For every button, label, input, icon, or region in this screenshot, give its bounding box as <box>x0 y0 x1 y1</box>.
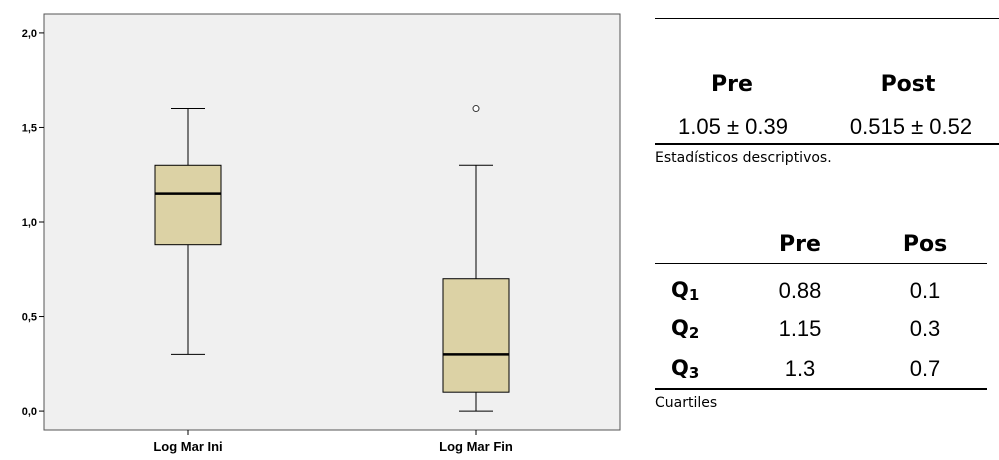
y-tick-label: 0,0 <box>22 406 37 418</box>
stats-header-pre: Pre <box>711 72 753 97</box>
quartile-q1-pos: 0.1 <box>909 278 941 303</box>
box-2 <box>442 105 510 412</box>
box-series <box>154 105 510 412</box>
quartiles-header-pos: Pos <box>902 232 948 257</box>
stats-caption: Estadísticos descriptivos. <box>655 150 832 166</box>
iqr-box <box>442 278 510 393</box>
quartiles-bottom-rule <box>655 388 987 390</box>
y-tick-label: 1,5 <box>22 122 37 134</box>
quartile-label-q3: Q3 <box>671 356 700 382</box>
x-category-label: Log Mar Fin <box>439 439 513 454</box>
stats-bottom-rule <box>655 143 999 145</box>
y-tick-label: 1,0 <box>22 217 37 229</box>
quartiles-caption: Cuartiles <box>655 395 718 411</box>
quartiles-header-rule <box>655 263 987 264</box>
box-1 <box>154 108 222 355</box>
quartile-q3-pre: 1.3 <box>784 356 816 381</box>
y-axis: 0,0 0,5 1,0 1,5 2,0 <box>22 28 44 418</box>
quartiles-header-pre: Pre <box>779 232 821 257</box>
stats-top-rule <box>655 18 999 19</box>
stats-header-post: Post <box>880 72 936 97</box>
quartile-label-q2: Q2 <box>671 316 700 342</box>
iqr-box <box>154 164 222 246</box>
boxplot-chart: 0,0 0,5 1,0 1,5 2,0 Log Mar Ini Log Mar Fin <box>22 13 621 454</box>
y-tick-label: 0,5 <box>22 312 37 324</box>
stats-value-pre: 1.05 ± 0.39 <box>678 114 788 139</box>
plot-area <box>43 13 621 431</box>
x-category-label: Log Mar Ini <box>153 439 222 454</box>
quartile-q1-pre: 0.88 <box>778 278 822 303</box>
quartile-q2-pre: 1.15 <box>778 316 822 341</box>
x-axis: Log Mar Ini Log Mar Fin <box>153 430 513 454</box>
stats-value-post: 0.515 ± 0.52 <box>849 114 973 139</box>
outlier-point <box>472 105 480 113</box>
quartile-label-q1: Q1 <box>671 278 700 304</box>
quartile-q3-pos: 0.7 <box>909 356 941 381</box>
quartile-q2-pos: 0.3 <box>909 316 941 341</box>
y-tick-label: 2,0 <box>22 28 37 40</box>
